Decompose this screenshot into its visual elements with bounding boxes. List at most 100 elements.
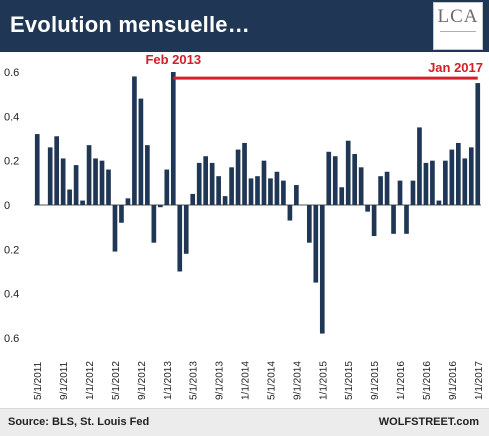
bar [352, 154, 358, 205]
x-tick-label: 5/1/2012 [111, 361, 122, 400]
x-tick-label: 9/1/2013 [215, 361, 226, 400]
bar [449, 149, 455, 205]
y-tick-label: 0.6 [4, 333, 19, 345]
bar [391, 205, 396, 234]
bar [86, 145, 92, 205]
bar [475, 83, 481, 205]
bar [132, 76, 137, 205]
x-tick-label: 1/1/2015 [318, 361, 329, 400]
chart-plot: 0.6 0.4 0.2 0 0.2 0.4 0.6 5/1/2011 9/1/2011 1/1/2… [4, 52, 485, 400]
bar [436, 200, 442, 205]
bar [404, 205, 409, 234]
bar [365, 205, 370, 212]
bar [73, 165, 79, 205]
annotation-label-end: Jan 2017 [428, 60, 483, 75]
bar [455, 142, 461, 205]
bar [106, 169, 111, 205]
bar [170, 72, 176, 205]
chart-footer: Source: BLS, St. Louis Fed WOLFSTREET.co… [0, 408, 489, 436]
bar [196, 162, 202, 205]
bar [410, 180, 416, 205]
x-tick-label: 9/1/2012 [137, 361, 148, 400]
bar [80, 200, 85, 205]
x-tick-label: 5/1/2015 [344, 361, 355, 400]
bar [145, 145, 150, 205]
bar [235, 149, 241, 205]
x-tick-label: 9/1/2011 [59, 361, 70, 400]
bar [397, 180, 403, 205]
bar [190, 193, 196, 205]
bar [177, 205, 183, 272]
bar [93, 158, 98, 205]
brand-note: WOLFSTREET.com [378, 416, 479, 428]
x-tick-label: 5/1/2016 [422, 361, 433, 400]
y-tick-label: 0 [4, 200, 10, 212]
bar [255, 176, 260, 205]
bar [203, 156, 209, 205]
annotation-label-start: Feb 2013 [145, 52, 201, 67]
bar [151, 205, 157, 243]
bar [119, 205, 124, 223]
bar [34, 134, 40, 205]
x-tick-label: 9/1/2014 [292, 361, 303, 400]
bar [242, 142, 247, 205]
x-tick-label: 1/1/2012 [85, 361, 96, 400]
x-tick-label: 1/1/2016 [396, 361, 407, 400]
bar [306, 205, 312, 243]
chart-title: Evolution mensuelle… [10, 12, 250, 37]
bar [371, 205, 377, 237]
lca-logo: LCA [433, 2, 483, 50]
bar [222, 196, 228, 205]
bar [67, 189, 72, 205]
bar [248, 178, 254, 205]
logo-rule [440, 31, 476, 32]
bar [326, 151, 332, 205]
bar [423, 162, 429, 205]
bar [462, 158, 468, 205]
bar [261, 160, 267, 205]
x-tick-label: 1/1/2014 [241, 361, 252, 400]
bar [384, 171, 390, 205]
bar [443, 160, 448, 205]
x-tick-label: 5/1/2014 [266, 361, 277, 400]
bar [287, 205, 293, 221]
x-tick-label: 9/1/2015 [370, 361, 381, 400]
bar [164, 169, 170, 205]
y-tick-label: 0.2 [4, 156, 19, 168]
x-tick-label: 1/1/2017 [474, 361, 485, 400]
bar [54, 136, 60, 205]
source-note: Source: BLS, St. Louis Fed [8, 416, 150, 428]
bar [99, 160, 105, 205]
bar [47, 147, 53, 205]
y-tick-label: 0.4 [4, 289, 19, 301]
bar [268, 178, 273, 205]
bar [313, 205, 319, 283]
bar [332, 156, 338, 205]
y-tick-label: 0.4 [4, 111, 19, 123]
bar [468, 147, 474, 205]
logo-text: LCA [437, 6, 479, 27]
bar [281, 180, 286, 205]
x-tick-label: 5/1/2013 [189, 361, 200, 400]
bar [339, 187, 345, 205]
bar [345, 140, 351, 205]
bar [125, 198, 131, 205]
bar [138, 98, 144, 205]
bar [294, 185, 299, 205]
bar [183, 205, 189, 254]
bar [157, 205, 163, 208]
bar [274, 171, 280, 205]
bar [319, 205, 325, 334]
bar [216, 176, 221, 205]
x-tick-label: 1/1/2013 [163, 361, 174, 400]
x-tick-label: 5/1/2011 [33, 361, 44, 400]
bar [378, 176, 383, 205]
bar [358, 167, 364, 205]
bar [417, 127, 422, 205]
chart-header: Evolution mensuelle… LCA [0, 0, 489, 52]
bar [112, 205, 118, 252]
x-tick-label: 9/1/2016 [448, 361, 459, 400]
bar [209, 162, 215, 205]
y-tick-label: 0.2 [4, 244, 19, 256]
